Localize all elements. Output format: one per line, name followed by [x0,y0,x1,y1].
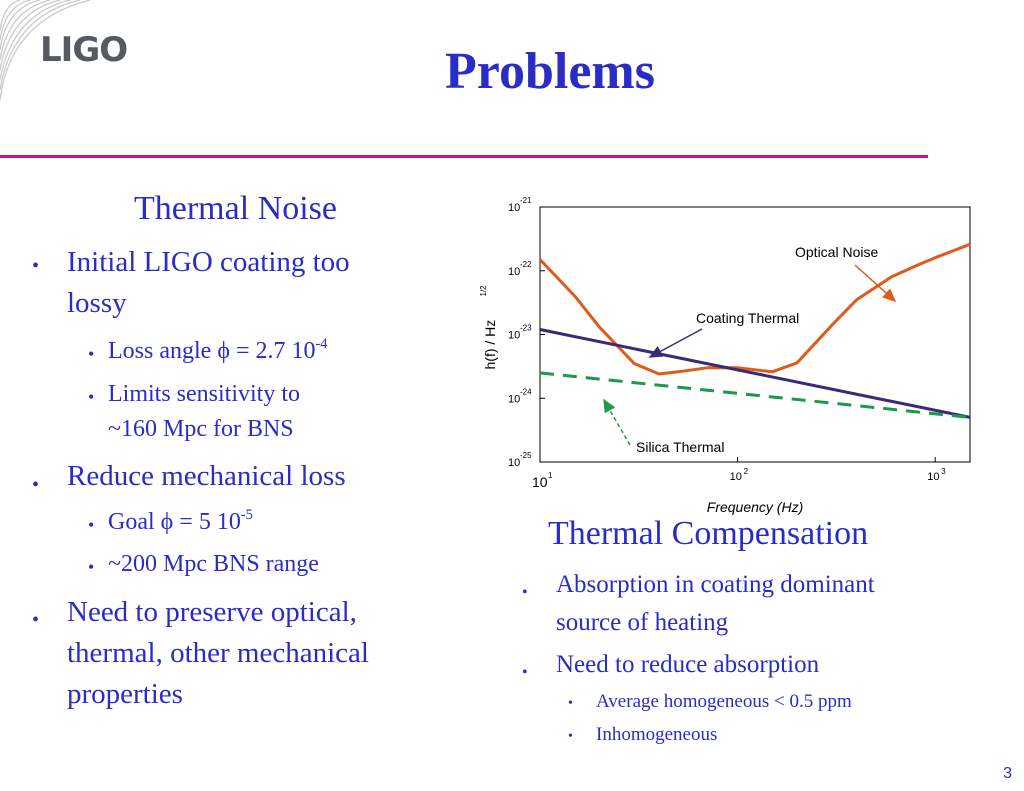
phi-symbol: ϕ [217,338,230,364]
bullet-absorption-coating: Absorption in coating dominant source of… [556,566,875,642]
sub-bullet-goal: Goal ϕ = 5 10-5 [108,505,253,540]
preserve-properties-line2: thermal, other mechanical [67,637,369,669]
y-tick-base: 10 [508,330,520,342]
x-tick-base: 10 [730,471,742,483]
label-optical-noise: Optical Noise [795,244,878,260]
decorative-arcs [0,0,91,101]
bullet-coating-lossy-line2: lossy [67,287,127,319]
sub-bullet-2: • [88,387,95,407]
x-tick-exp: 2 [744,467,749,476]
sub-bullet-loss-angle: Loss angle ϕ = 2.7 10-4 [108,334,328,369]
phi-symbol: ϕ [160,509,174,535]
goal-value: = 5 10 [173,509,241,535]
absorption-coating-line1: Absorption in coating dominant [556,571,875,598]
y-axis-label: h(f) / Hz [482,320,498,370]
y-tick-exp: -22 [520,260,532,269]
preserve-properties-line3: properties [67,678,183,710]
page-title: Problems [445,43,655,100]
loss-angle-value: = 2.7 10 [229,338,316,364]
bullet-1: • [32,255,40,277]
title-divider [0,155,928,158]
absorption-coating-line2: source of heating [556,609,729,636]
y-tick-exp: -21 [520,196,532,205]
ligo-logo: LIGO [40,30,128,70]
series-line-coating [539,328,971,419]
label-coating-thermal: Coating Thermal [696,310,799,326]
sub-bullet-limits-sensitivity: Limits sensitivity to ~160 Mpc for BNS [108,377,300,447]
bullet-coating-lossy: Initial LIGO coating too lossy [67,242,350,324]
y-tick-base: 10 [508,266,520,278]
y-tick-exp: -24 [520,387,532,396]
goal-exponent: -5 [240,506,253,523]
arrow-optical-noise [854,264,897,303]
series-line-silica [539,371,971,419]
sub-bullet-3: • [88,515,95,535]
y-tick-base: 10 [508,457,520,469]
bullet-preserve-properties: Need to preserve optical, thermal, other… [67,592,369,715]
x-axis-label: Frequency (Hz) [707,499,803,515]
label-silica-thermal: Silica Thermal [636,439,724,455]
y-tick-exp: -23 [520,324,532,333]
right-sub-bullet-2: • [568,729,573,744]
bullet-2: • [32,474,40,496]
sub-bullet-4: • [88,557,95,577]
page-number: 3 [1003,765,1012,782]
arrow-silica-thermal [603,398,631,446]
y-tick-base: 10 [508,202,520,214]
thermal-noise-heading: Thermal Noise [134,190,337,227]
sub-bullet-bns-range: ~200 Mpc BNS range [108,551,319,577]
bullet-coating-lossy-line1: Initial LIGO coating too [67,246,350,278]
bullet-reduce-mechanical-loss: Reduce mechanical loss [67,460,346,492]
preserve-properties-line1: Need to preserve optical, [67,596,357,628]
right-sub-bullet-1: • [568,696,573,711]
bullet-3: • [32,609,40,631]
limits-sensitivity-line1: Limits sensitivity to [108,381,301,407]
sub-bullet-inhomogeneous: Inhomogeneous [596,724,718,745]
y-tick-exp: -25 [520,451,532,460]
sub-bullet-1: • [88,344,95,364]
y-tick-base: 10 [508,393,520,405]
y-axis-label-exp: 1/2 [479,285,488,297]
right-bullet-1: • [522,584,528,601]
goal-label: Goal [108,509,161,535]
loss-angle-exponent: -4 [315,335,328,352]
limits-sensitivity-line2: ~160 Mpc for BNS [108,416,294,442]
loss-angle-label: Loss angle [108,338,218,364]
arrow-coating-thermal [648,328,703,358]
sub-bullet-average-homogeneous: Average homogeneous < 0.5 ppm [596,691,852,712]
thermal-compensation-heading: Thermal Compensation [548,515,869,552]
x-tick-base: 10 [927,471,939,483]
x-tick-base: 10 [532,474,548,490]
bullet-reduce-absorption: Need to reduce absorption [556,651,820,678]
right-bullet-2: • [522,664,528,681]
x-tick-exp: 3 [941,467,946,476]
x-tick-exp: 1 [548,471,553,480]
